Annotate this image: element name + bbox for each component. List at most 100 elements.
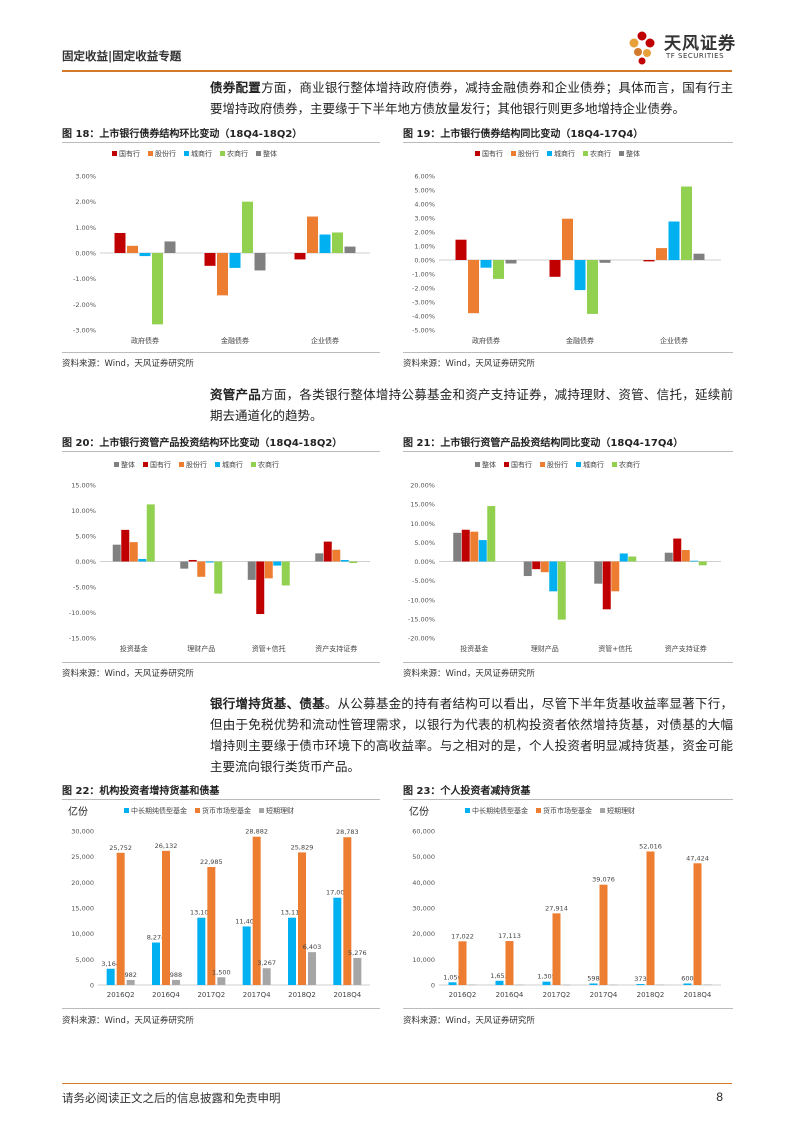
- x-category-label: 资产支持证券: [665, 644, 707, 653]
- legend-label: 国有行: [482, 149, 503, 158]
- paragraph-body: 方面，商业银行整体增持政府债券，减持金融债券和企业债券；具体而言，国有行主要增持…: [210, 80, 733, 116]
- legend-swatch: [540, 462, 545, 467]
- logo-en-text: TF SECURITIES: [666, 52, 725, 60]
- y-tick-label: 6.00%: [414, 173, 435, 181]
- bar-fig21-4-1: [557, 561, 566, 620]
- bar-fig21-3-0: [478, 540, 487, 562]
- data-label: 600: [681, 974, 693, 982]
- bar-fig23-0-0: [448, 982, 457, 985]
- data-label: 3,267: [257, 959, 276, 967]
- bar-fig23-0-2: [542, 981, 551, 985]
- bar-fig22-2-3: [262, 968, 271, 985]
- bar-fig22-1-0: [116, 852, 125, 985]
- y-tick-label: -3.00%: [412, 299, 435, 307]
- legend-label: 中长期纯债型基金: [472, 806, 528, 815]
- figure-23-source: 资料来源：Wind，天风证券研究所: [403, 1016, 535, 1026]
- bar-fig20-4-1: [214, 561, 223, 594]
- bar-fig22-0-5: [333, 897, 342, 985]
- x-category-label: 2017Q4: [243, 991, 271, 999]
- bar-fig23-2-4: [656, 984, 665, 986]
- bar-fig22-2-1: [172, 979, 180, 985]
- paragraph-lead: 银行增持货基、债基: [210, 696, 325, 711]
- fig18-svg: 国有行 股份行 城商行 农商行 整体 3.00% 2.00% 1.00% 0.00% -1.00%…: [73, 149, 370, 345]
- legend-swatch: [619, 151, 624, 156]
- data-label: 17,005: [326, 889, 349, 897]
- figure-20-chart: 整体 国有行 股份行 城商行 农商行 15.00% 10.00% 5.00% 0.00% -5.0…: [62, 453, 380, 660]
- y-tick-label: 10.00%: [71, 507, 96, 515]
- y-tick-label: -10.00%: [408, 596, 435, 604]
- legend-label: 农商行: [227, 149, 248, 158]
- bar-fig19-4-1: [599, 260, 611, 263]
- bar-fig19-0-1: [549, 260, 561, 277]
- bar-fig23-1-5: [693, 863, 702, 985]
- legend-swatch: [251, 462, 256, 467]
- bar-fig19-3-2: [681, 186, 692, 260]
- bar-fig20-1-3: [323, 541, 332, 562]
- legend-swatch: [576, 462, 581, 467]
- y-tick-label: 0.00%: [414, 558, 435, 566]
- figure-22-chart: 亿份 中长期纯债型基金 货币市场型基金 短期理财 30,000 25,000 20,000 1…: [62, 801, 380, 1006]
- bar-fig23-1-4: [646, 851, 655, 985]
- y-tick-label: -1.00%: [73, 275, 96, 283]
- footer-disclaimer: 请务必阅读正文之后的信息披露和免责申明: [62, 1091, 281, 1105]
- bar-fig20-0-0: [112, 544, 121, 562]
- bar-fig22-1-3: [252, 836, 261, 985]
- bar-fig21-2-1: [540, 561, 549, 573]
- bar-fig21-1-3: [673, 538, 682, 562]
- legend-swatch: [114, 462, 119, 467]
- bar-fig23-2-1: [515, 984, 524, 986]
- y-tick-label: -2.00%: [73, 301, 96, 309]
- bar-fig21-2-2: [611, 561, 620, 592]
- data-label: 28,783: [336, 828, 359, 836]
- legend-swatch: [179, 462, 184, 467]
- bar-fig22-0-3: [242, 926, 251, 985]
- legend-swatch: [511, 151, 516, 156]
- y-tick-label: 20.00%: [410, 482, 435, 490]
- y-tick-label: -10.00%: [69, 609, 96, 617]
- bar-fig22-0-2: [197, 917, 206, 985]
- bar-fig19-1-1: [562, 218, 573, 260]
- figure-18-chart: 国有行 股份行 城商行 农商行 整体 3.00% 2.00% 1.00% 0.00% -1.00%…: [62, 144, 380, 350]
- fig20-svg: 整体 国有行 股份行 城商行 农商行 15.00% 10.00% 5.00% 0.00% -5.0…: [69, 460, 370, 653]
- legend-label: 中长期纯债型基金: [131, 806, 187, 815]
- y-tick-label: -5.00%: [73, 584, 96, 592]
- legend-swatch: [583, 151, 588, 156]
- legend-swatch: [112, 151, 117, 156]
- legend-swatch: [600, 808, 605, 813]
- figure-20-top-rule: [62, 451, 380, 452]
- data-label: 5,276: [348, 949, 367, 957]
- bar-fig23-2-0: [468, 984, 477, 986]
- y-tick-label: 2.00%: [414, 229, 435, 237]
- bar-fig21-2-3: [681, 550, 690, 562]
- x-category-label: 金融债券: [221, 336, 249, 345]
- bar-fig18-0-1: [204, 253, 216, 266]
- bar-fig18-4-2: [344, 246, 356, 253]
- x-category-label: 政府债券: [472, 336, 500, 345]
- y-tick-label: 5.00%: [75, 533, 96, 541]
- legend-swatch: [215, 462, 220, 467]
- x-category-label: 2018Q4: [333, 991, 361, 999]
- x-category-label: 投资基金: [120, 644, 148, 653]
- y-tick-label: 4.00%: [414, 201, 435, 209]
- y-tick-label: 10.00%: [410, 520, 435, 528]
- y-tick-label: 10,000: [412, 956, 435, 964]
- x-category-label: 2018Q2: [637, 991, 665, 999]
- bar-fig20-4-2: [281, 561, 290, 586]
- y-tick-label: 0.00%: [75, 250, 96, 258]
- bar-fig21-0-0: [453, 532, 462, 562]
- y-tick-label: -3.00%: [73, 327, 96, 335]
- y-tick-label: 5,000: [75, 956, 94, 964]
- x-category-label: 资管+信托: [252, 644, 286, 653]
- figure-18-top-rule: [62, 142, 380, 143]
- legend-label: 城商行: [554, 149, 575, 158]
- data-label: 598: [587, 974, 599, 982]
- data-label: 28,882: [245, 828, 268, 836]
- y-tick-label: 0: [431, 982, 435, 990]
- fig23-svg: 亿份 中长期纯债型基金 货币市场型基金 短期理财 60,000 50,000 40,000 3…: [409, 805, 721, 999]
- bar-fig21-4-3: [698, 561, 707, 566]
- legend-label: 国有行: [150, 460, 171, 469]
- bar-fig20-2-2: [264, 561, 273, 579]
- bar-fig20-1-1: [188, 559, 197, 562]
- data-label: 988: [170, 971, 182, 979]
- y-tick-label: 25,000: [71, 853, 94, 861]
